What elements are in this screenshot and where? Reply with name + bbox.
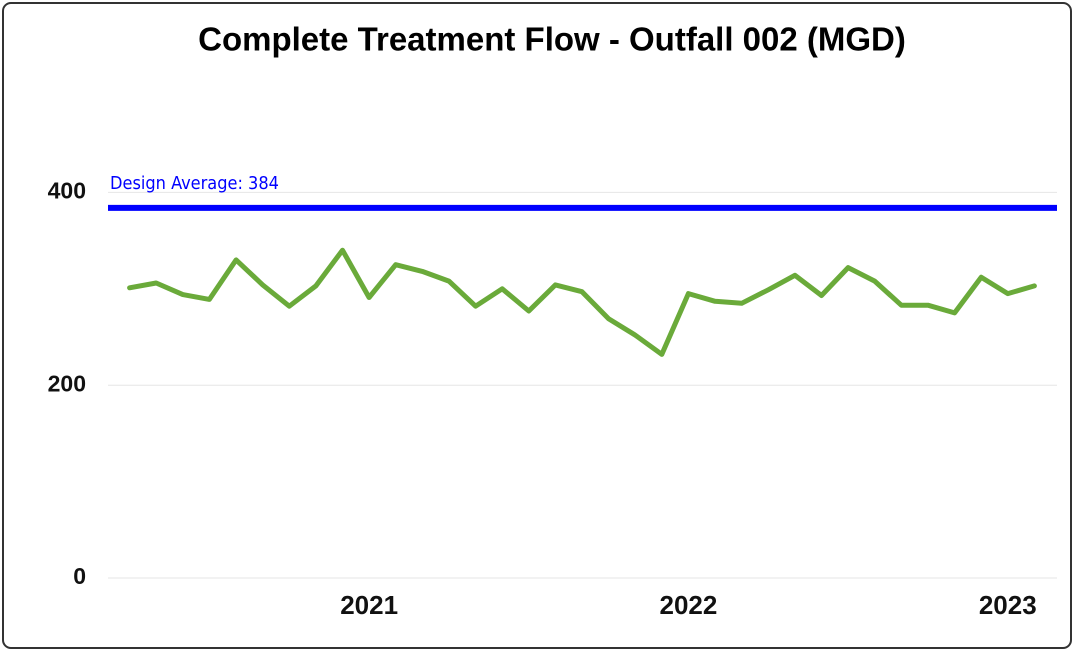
- y-tick-label: 0: [73, 563, 86, 589]
- chart-title: Complete Treatment Flow - Outfall 002 (M…: [198, 21, 906, 58]
- y-tick-label: 200: [48, 370, 86, 396]
- data-line: [127, 247, 1037, 357]
- reference-label: Design Average: 384: [110, 173, 279, 194]
- x-tick-label: 2021: [340, 590, 398, 620]
- x-tick-label: 2023: [979, 590, 1037, 620]
- y-tick-label: 400: [48, 177, 86, 203]
- x-tick-label: 2022: [660, 590, 718, 620]
